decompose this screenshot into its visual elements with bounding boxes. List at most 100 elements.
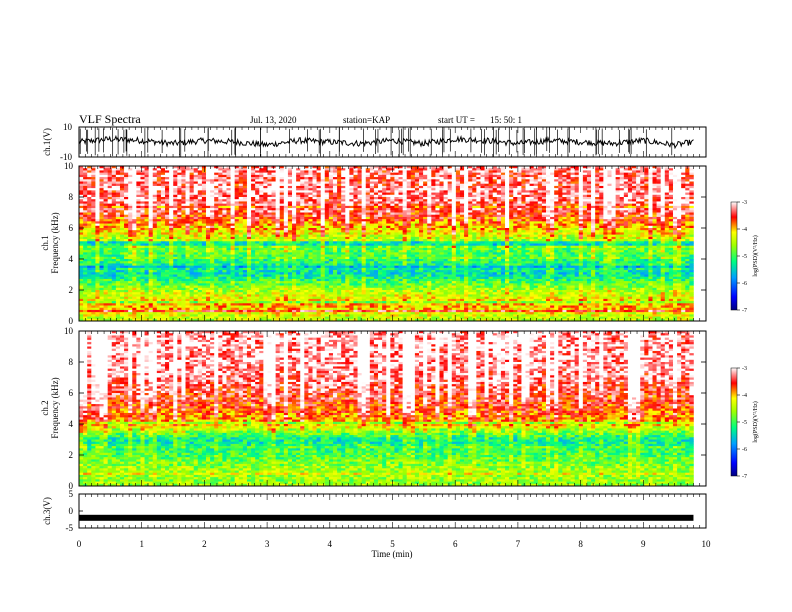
spec-cell <box>656 199 661 202</box>
spec-cell <box>87 183 92 187</box>
spec-cell <box>500 225 506 229</box>
spec-cell <box>177 232 182 235</box>
spec-cell <box>459 221 465 224</box>
spec-cell <box>623 219 629 222</box>
spec-cell <box>574 208 580 211</box>
spec-cell <box>275 232 281 235</box>
spec-cell <box>177 236 182 240</box>
spec-cell <box>99 234 104 238</box>
spec-cell <box>255 212 260 216</box>
spec-cell <box>316 185 321 189</box>
spec-cell <box>189 197 194 200</box>
spec-cell <box>513 179 518 182</box>
spec-cell <box>664 205 670 209</box>
spec-cell <box>464 225 469 229</box>
spec-cell <box>681 212 686 216</box>
spec-cell <box>193 166 199 169</box>
spec-cell <box>406 172 412 176</box>
spec-cell <box>332 199 338 202</box>
spec-cell <box>177 219 182 222</box>
spec-cell <box>603 212 608 216</box>
spec-cell <box>214 190 219 193</box>
spec-cell <box>468 192 473 196</box>
spec-cell <box>500 170 506 173</box>
spec-cell <box>378 185 383 189</box>
spec-cell <box>500 236 506 240</box>
spec-cell <box>677 205 682 209</box>
spec-cell <box>435 201 440 204</box>
spec-cell <box>574 203 580 207</box>
spec-cell <box>169 181 174 185</box>
spec-cell <box>455 183 461 187</box>
spec-cell <box>304 183 309 187</box>
spec-cell <box>267 168 272 171</box>
spec-cell <box>373 188 379 191</box>
spec-cell <box>541 183 547 187</box>
spec-cell <box>365 177 371 180</box>
spec-cell <box>124 219 129 222</box>
spec-cell <box>357 208 362 211</box>
spec-cell <box>83 228 88 231</box>
spec-cell <box>152 199 158 202</box>
spec-cell <box>205 221 211 224</box>
spec-cell <box>238 197 244 200</box>
spec-cell <box>459 208 465 211</box>
spec-cell <box>599 210 604 213</box>
spec-cell <box>640 179 645 182</box>
spec-cell <box>357 170 362 173</box>
spec-cell <box>431 172 436 176</box>
spec-cell <box>394 183 399 187</box>
spec-cell <box>79 214 84 218</box>
spec-cell <box>316 188 321 191</box>
spec-cell <box>246 221 252 224</box>
spec-cell <box>304 188 309 191</box>
spec-cell <box>476 216 481 220</box>
spec-cell <box>337 214 342 218</box>
spec-cell <box>205 168 211 171</box>
spec-cell <box>566 232 571 235</box>
spec-cell <box>558 205 563 209</box>
spec-cell <box>672 185 678 189</box>
spec-cell <box>672 203 678 207</box>
spec-cell <box>128 219 133 222</box>
spec1-cells <box>79 166 694 322</box>
spec-cell <box>271 177 276 180</box>
spec-cell <box>623 181 629 185</box>
spec-cell <box>132 232 137 235</box>
spec-cell <box>87 199 92 202</box>
spec-cell <box>91 188 96 191</box>
spec-cell <box>476 197 481 200</box>
spec-cell <box>279 216 285 220</box>
spec-cell <box>632 177 637 180</box>
spec-cell <box>300 190 305 193</box>
spec-cell <box>365 190 371 193</box>
spec-cell <box>160 201 166 204</box>
spec-cell <box>226 234 231 238</box>
spec-cell <box>664 230 670 233</box>
spec-cell <box>234 192 240 196</box>
spec-cell <box>591 219 596 222</box>
spec-cell <box>181 203 186 207</box>
spec-cell <box>103 177 108 180</box>
spec-cell <box>115 214 121 218</box>
spec-cell <box>345 214 350 218</box>
spec-cell <box>603 197 608 200</box>
spec-cell <box>345 201 350 204</box>
spec-cell <box>128 181 133 185</box>
spec-cell <box>586 183 592 187</box>
spec-cell <box>292 185 297 189</box>
spec-cell <box>156 197 162 200</box>
spec-cell <box>451 177 457 180</box>
spec-cell <box>185 190 190 193</box>
spec-cell <box>173 236 178 240</box>
spec-cell <box>341 208 346 211</box>
spec-cell <box>599 170 604 173</box>
spec-cell <box>648 212 653 216</box>
spec-cell <box>529 225 534 229</box>
spec-cell <box>672 223 678 227</box>
spec-cell <box>242 230 248 233</box>
spec-cell <box>427 170 432 173</box>
spec-cell <box>238 188 244 191</box>
spec-cell <box>349 188 354 191</box>
spec-cell <box>414 192 420 196</box>
